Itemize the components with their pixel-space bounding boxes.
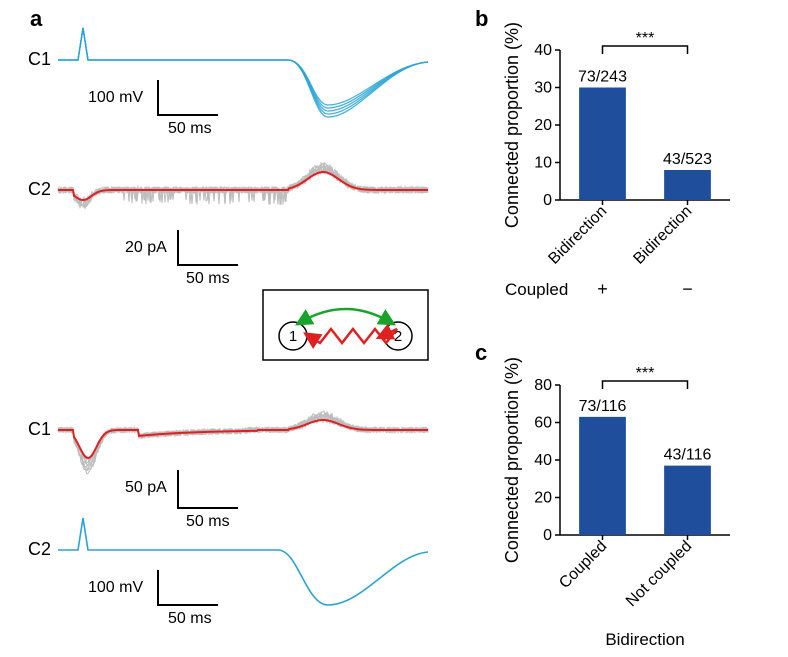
svg-text:30: 30 bbox=[534, 80, 552, 97]
svg-text:40: 40 bbox=[534, 42, 552, 59]
svg-text:50 ms: 50 ms bbox=[168, 120, 212, 137]
svg-text:C1: C1 bbox=[28, 49, 51, 69]
svg-text:−: − bbox=[682, 279, 693, 299]
svg-text:Not coupled: Not coupled bbox=[623, 538, 695, 610]
svg-text:Coupled: Coupled bbox=[556, 538, 610, 592]
svg-text:Coupled: Coupled bbox=[505, 280, 568, 299]
svg-text:Connected proportion (%): Connected proportion (%) bbox=[502, 357, 522, 563]
panel-b-chart: 0 10 20 30 40 Connected proportion (%) Bidirec… bbox=[500, 20, 770, 320]
svg-text:***: *** bbox=[636, 365, 655, 382]
svg-text:100 mV: 100 mV bbox=[88, 579, 143, 596]
svg-text:0: 0 bbox=[543, 527, 552, 544]
svg-text:20 pA: 20 pA bbox=[125, 239, 167, 256]
svg-text:50 ms: 50 ms bbox=[186, 270, 230, 287]
svg-text:60: 60 bbox=[534, 415, 552, 432]
panel-c-chart: 0 20 40 60 80 Connected proportion (%) Coupled… bbox=[500, 355, 770, 655]
svg-text:Bidirection: Bidirection bbox=[545, 203, 610, 268]
svg-text:73/116: 73/116 bbox=[579, 398, 627, 415]
svg-text:***: *** bbox=[636, 30, 655, 47]
svg-text:10: 10 bbox=[534, 155, 552, 172]
svg-text:50 ms: 50 ms bbox=[168, 610, 212, 627]
svg-text:0: 0 bbox=[543, 192, 552, 209]
svg-text:C1: C1 bbox=[28, 419, 51, 439]
panel-b-label: b bbox=[475, 6, 488, 32]
svg-text:20: 20 bbox=[534, 490, 552, 507]
svg-text:C2: C2 bbox=[28, 539, 51, 559]
svg-text:C2: C2 bbox=[28, 179, 51, 199]
svg-text:43/116: 43/116 bbox=[664, 447, 712, 464]
svg-text:40: 40 bbox=[534, 452, 552, 469]
svg-text:Connected proportion (%): Connected proportion (%) bbox=[502, 22, 522, 228]
svg-text:73/243: 73/243 bbox=[578, 69, 627, 86]
svg-text:43/523: 43/523 bbox=[663, 151, 712, 168]
svg-text:100 mV: 100 mV bbox=[88, 89, 143, 106]
svg-text:+: + bbox=[597, 279, 608, 299]
svg-text:Bidirection: Bidirection bbox=[605, 630, 684, 649]
figure: a b c C1100 mV50 msC220 pA50 ms12 C150 p… bbox=[0, 0, 788, 657]
svg-text:1: 1 bbox=[289, 328, 297, 345]
svg-text:80: 80 bbox=[534, 377, 552, 394]
svg-text:20: 20 bbox=[534, 117, 552, 134]
panel-a-traces: C1100 mV50 msC220 pA50 ms12 C150 pA50 ms… bbox=[28, 20, 458, 630]
svg-text:Bidirection: Bidirection bbox=[630, 203, 695, 268]
svg-text:50 ms: 50 ms bbox=[186, 513, 230, 530]
panel-c-label: c bbox=[475, 340, 487, 366]
svg-text:50 pA: 50 pA bbox=[125, 479, 167, 496]
